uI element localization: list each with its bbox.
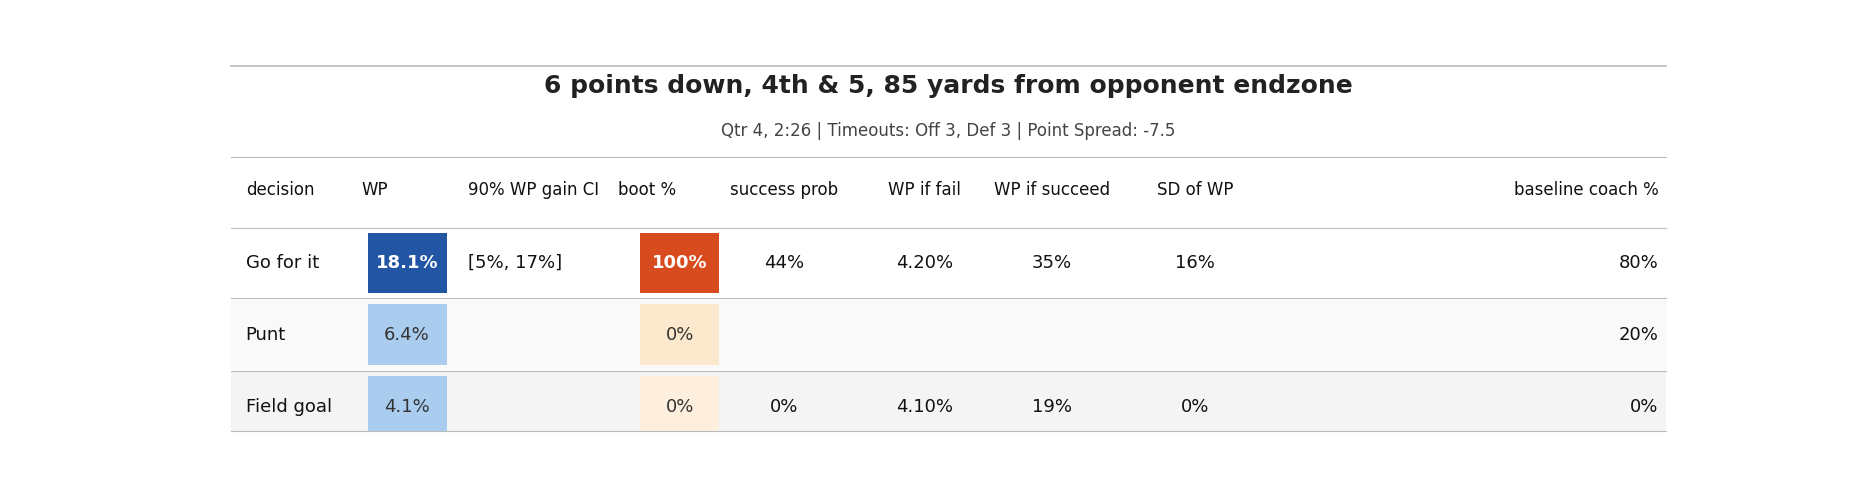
Text: WP if fail: WP if fail <box>888 182 961 199</box>
Bar <box>640 304 718 365</box>
Bar <box>368 304 446 365</box>
Bar <box>640 233 718 293</box>
Text: [5%, 17%]: [5%, 17%] <box>468 254 563 272</box>
Text: 18.1%: 18.1% <box>376 254 439 272</box>
Text: 4.10%: 4.10% <box>896 397 953 416</box>
Bar <box>231 300 1666 369</box>
Text: 0%: 0% <box>666 326 694 344</box>
Text: Qtr 4, 2:26 | Timeouts: Off 3, Def 3 | Point Spread: -7.5: Qtr 4, 2:26 | Timeouts: Off 3, Def 3 | P… <box>722 122 1175 140</box>
Text: success prob: success prob <box>729 182 839 199</box>
Text: WP if succeed: WP if succeed <box>994 182 1111 199</box>
Text: 0%: 0% <box>770 397 798 416</box>
Text: 20%: 20% <box>1620 326 1658 344</box>
Text: 44%: 44% <box>764 254 803 272</box>
Bar <box>231 228 1666 298</box>
Text: 90% WP gain CI: 90% WP gain CI <box>468 182 600 199</box>
Text: Punt: Punt <box>246 326 285 344</box>
Text: 4.1%: 4.1% <box>385 397 429 416</box>
Text: 0%: 0% <box>1181 397 1209 416</box>
Text: 19%: 19% <box>1031 397 1072 416</box>
Text: boot %: boot % <box>618 182 676 199</box>
Text: 6.4%: 6.4% <box>385 326 429 344</box>
Text: 4.20%: 4.20% <box>896 254 953 272</box>
Bar <box>368 376 446 437</box>
Text: 0%: 0% <box>666 397 694 416</box>
Text: decision: decision <box>246 182 315 199</box>
Text: 16%: 16% <box>1175 254 1216 272</box>
Text: WP: WP <box>361 182 389 199</box>
Text: 6 points down, 4th & 5, 85 yards from opponent endzone: 6 points down, 4th & 5, 85 yards from op… <box>544 74 1353 98</box>
Text: 0%: 0% <box>1631 397 1658 416</box>
Bar <box>368 233 446 293</box>
Text: SD of WP: SD of WP <box>1157 182 1233 199</box>
Text: 35%: 35% <box>1031 254 1072 272</box>
Text: Go for it: Go for it <box>246 254 318 272</box>
Bar <box>231 372 1666 441</box>
Text: baseline coach %: baseline coach % <box>1514 182 1658 199</box>
Text: 100%: 100% <box>652 254 707 272</box>
Bar <box>640 376 718 437</box>
Text: 80%: 80% <box>1620 254 1658 272</box>
Text: Field goal: Field goal <box>246 397 331 416</box>
